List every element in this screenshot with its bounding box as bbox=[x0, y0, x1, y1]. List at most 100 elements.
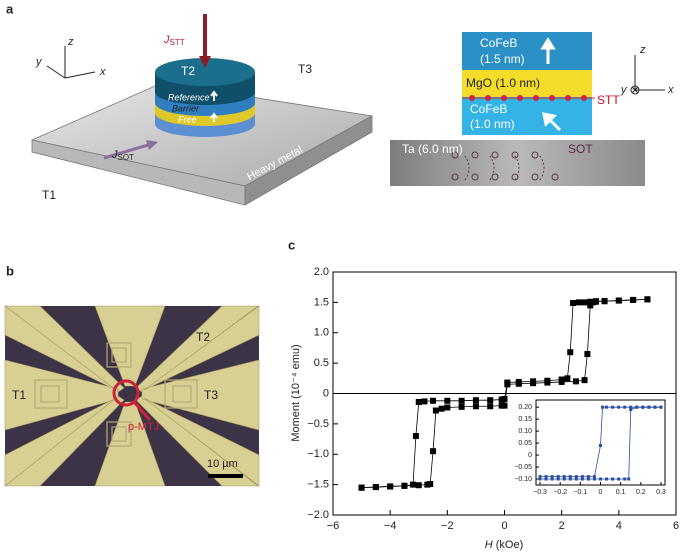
y-tick-label: −2.0 bbox=[307, 509, 329, 521]
data-point bbox=[372, 484, 379, 491]
data-point bbox=[647, 405, 651, 409]
axis-z-right: z bbox=[639, 44, 646, 56]
data-point bbox=[641, 405, 645, 409]
data-point bbox=[623, 477, 627, 481]
data-point bbox=[586, 477, 590, 481]
t3-label: T3 bbox=[204, 388, 218, 402]
axis-z: z bbox=[67, 36, 74, 48]
x-tick-label: −2 bbox=[441, 520, 454, 532]
data-point bbox=[574, 475, 578, 479]
axes-icon-right bbox=[630, 55, 665, 95]
y-axis-label: Moment (10⁻⁴ emu) bbox=[290, 344, 302, 441]
ta-label: Ta (6.0 nm) bbox=[402, 142, 463, 156]
data-point bbox=[562, 475, 566, 479]
device-label: p-MTJ bbox=[128, 421, 159, 433]
t1-label: T1 bbox=[42, 188, 56, 202]
data-point bbox=[444, 404, 451, 411]
x-tick-label: −0.2 bbox=[553, 489, 567, 496]
data-point bbox=[567, 349, 574, 356]
data-point bbox=[580, 477, 584, 481]
data-point bbox=[572, 378, 579, 385]
x-tick-label: −6 bbox=[327, 520, 340, 532]
y-tick-label: 0.10 bbox=[518, 428, 532, 435]
data-point bbox=[627, 477, 631, 481]
axis-y-right: y bbox=[620, 84, 628, 96]
data-point bbox=[629, 408, 633, 412]
axis-y: y bbox=[35, 56, 43, 68]
data-point bbox=[421, 398, 428, 405]
data-point bbox=[432, 407, 439, 414]
axis-x: x bbox=[99, 66, 106, 78]
data-point bbox=[430, 397, 437, 404]
data-point bbox=[415, 399, 422, 406]
data-point bbox=[611, 477, 615, 481]
data-point bbox=[615, 297, 622, 304]
micrograph bbox=[4, 305, 260, 487]
data-point bbox=[458, 397, 465, 404]
t2-label: T2 bbox=[196, 330, 210, 344]
data-point bbox=[592, 477, 596, 481]
y-tick-label: 0.20 bbox=[518, 404, 532, 411]
panel-label: b bbox=[6, 263, 14, 278]
data-point bbox=[644, 296, 651, 303]
y-tick-label: −0.10 bbox=[514, 476, 532, 483]
data-point bbox=[592, 298, 599, 305]
y-tick-label: 0.05 bbox=[518, 440, 532, 447]
x-tick-label: 0 bbox=[501, 520, 507, 532]
y-tick-label: −1.0 bbox=[307, 448, 329, 460]
y-tick-label: −0.05 bbox=[514, 464, 532, 471]
data-point bbox=[544, 475, 548, 479]
data-point bbox=[584, 351, 591, 358]
x-tick-label: 0.1 bbox=[616, 489, 626, 496]
data-point bbox=[653, 405, 657, 409]
data-point bbox=[611, 405, 615, 409]
jstt-arrow bbox=[199, 14, 211, 68]
stt-label: STT bbox=[597, 93, 620, 107]
data-point bbox=[605, 405, 609, 409]
data-point bbox=[487, 397, 494, 404]
data-point bbox=[570, 299, 577, 306]
data-point bbox=[550, 475, 554, 479]
data-point bbox=[581, 377, 588, 384]
panel-label: c bbox=[288, 237, 295, 252]
t3-label: T3 bbox=[298, 62, 312, 76]
stt-dots bbox=[462, 95, 595, 101]
data-point bbox=[544, 379, 551, 386]
t1-label: T1 bbox=[12, 388, 26, 402]
t2-label: T2 bbox=[181, 64, 195, 78]
data-point bbox=[427, 481, 434, 488]
data-point bbox=[504, 381, 511, 388]
x-tick-label: 0 bbox=[599, 489, 603, 496]
cofeb-bottom-label: CoFeB bbox=[470, 102, 507, 116]
y-tick-label: 0 bbox=[528, 452, 532, 459]
data-point bbox=[629, 405, 633, 409]
scale-bar-label: 10 µm bbox=[207, 458, 238, 470]
mtj-pillar bbox=[155, 58, 255, 137]
mgo-label: MgO (1.0 nm) bbox=[466, 76, 540, 90]
x-tick-label: 6 bbox=[673, 520, 679, 532]
data-point bbox=[568, 475, 572, 479]
mgo-layer bbox=[462, 70, 592, 97]
y-tick-label: 0.5 bbox=[314, 357, 329, 369]
x-tick-label: −4 bbox=[384, 520, 397, 532]
cofeb-top-label: CoFeB bbox=[480, 36, 517, 50]
y-tick-label: 0.15 bbox=[518, 416, 532, 423]
reference-label: Reference bbox=[168, 92, 210, 102]
y-tick-label: −0.5 bbox=[307, 418, 329, 430]
data-point bbox=[538, 477, 542, 481]
data-point bbox=[458, 403, 465, 410]
data-point bbox=[550, 477, 554, 481]
data-point bbox=[472, 397, 479, 404]
data-point bbox=[410, 481, 417, 488]
x-tick-label: −0.1 bbox=[573, 489, 587, 496]
cofeb-top-thickness: (1.5 nm) bbox=[480, 52, 525, 66]
x-tick-label: −0.3 bbox=[533, 489, 547, 496]
x-tick-label: 0.3 bbox=[656, 489, 666, 496]
sot-dots bbox=[451, 151, 559, 181]
x-tick-label: 4 bbox=[616, 520, 622, 532]
data-point bbox=[556, 477, 560, 481]
data-point bbox=[472, 403, 479, 410]
cofeb-bottom-thickness: (1.0 nm) bbox=[470, 117, 515, 131]
data-point bbox=[601, 298, 608, 305]
